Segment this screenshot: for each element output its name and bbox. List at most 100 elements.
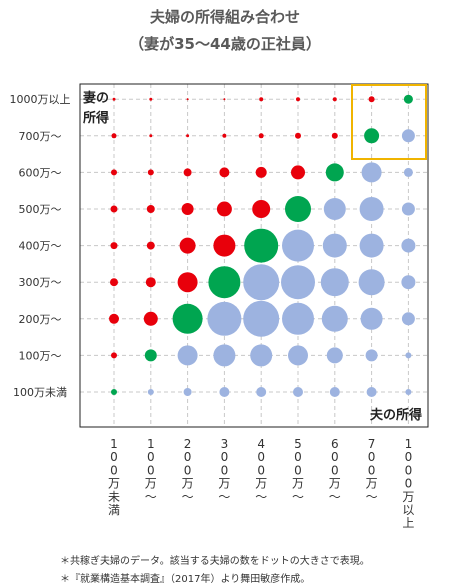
data-point [145, 277, 156, 288]
data-point [322, 233, 347, 258]
data-point [177, 345, 198, 366]
data-point [186, 98, 189, 101]
data-point [401, 312, 415, 326]
data-point [256, 387, 267, 397]
x-tick-label: 1 0 0 万未満 [108, 437, 120, 517]
x-tick-label: 2 0 0 万～ [182, 437, 194, 504]
data-point [223, 98, 226, 101]
footnote-1: ＊共稼ぎ夫婦のデータ。該当する夫婦の数をドットの大きさで表現。 [60, 556, 370, 567]
y-axis-tick-labels: 100万未満 100万～ 200万～ 300万～ 400万～ 500万～ 600万～ 700万… [10, 93, 71, 399]
chart-subtitle: （妻が35～44歳の正社員） [129, 35, 321, 53]
data-point [219, 387, 230, 397]
data-point [111, 389, 117, 395]
data-point [358, 269, 385, 296]
data-point [359, 233, 384, 258]
data-point [364, 128, 380, 144]
highlight-box [351, 84, 427, 160]
data-point [147, 169, 154, 176]
data-point [181, 203, 194, 215]
data-point [405, 352, 412, 359]
y-axis-label-line2: 所得 [83, 110, 109, 126]
data-point [146, 241, 155, 250]
x-axis-label: 夫の所得 [370, 407, 422, 423]
data-point [332, 97, 337, 102]
data-point [243, 300, 280, 337]
data-point [146, 205, 155, 213]
y-tick-label: 700万～ [19, 130, 62, 143]
data-point [109, 313, 119, 324]
data-point [323, 198, 346, 220]
footnote-2: ＊『就業構造基本調査』（2017年）より舞田敏彦作成。 [60, 574, 311, 585]
y-tick-label: 400万～ [19, 240, 62, 253]
data-point [281, 265, 315, 300]
data-point [295, 132, 301, 139]
data-point [250, 344, 273, 367]
data-point [331, 132, 338, 139]
data-point [401, 129, 415, 143]
data-point [177, 272, 198, 293]
data-point [110, 205, 118, 213]
data-point [258, 133, 264, 139]
data-point [243, 264, 280, 301]
data-point [255, 166, 267, 178]
data-point [208, 266, 241, 299]
data-point [216, 201, 232, 217]
data-point [219, 167, 230, 178]
y-tick-label: 300万～ [19, 276, 62, 289]
x-tick-label: 1 0 0 0 万以上 [402, 437, 414, 530]
data-point [293, 387, 303, 397]
data-point [259, 97, 264, 102]
data-point [244, 228, 279, 263]
data-point [143, 311, 158, 326]
data-point [172, 303, 203, 334]
data-point [282, 229, 314, 262]
data-point [149, 134, 153, 138]
data-point [329, 387, 340, 397]
data-point [111, 133, 117, 139]
x-tick-label: 4 0 0 万～ [255, 437, 267, 504]
data-point [186, 134, 190, 138]
plot-frame [79, 83, 429, 428]
data-point [321, 305, 348, 332]
data-point [144, 349, 157, 362]
data-point [403, 94, 413, 104]
data-point [405, 389, 412, 395]
data-point [401, 238, 416, 253]
data-point [401, 202, 415, 216]
data-point [222, 133, 227, 138]
data-point [213, 344, 236, 367]
data-point [325, 163, 344, 182]
data-point [365, 349, 378, 362]
data-point [110, 278, 118, 287]
data-point [359, 197, 384, 221]
x-tick-label: 7 0 0 万～ [366, 437, 378, 504]
y-tick-label: 100万～ [19, 349, 62, 362]
data-points [109, 94, 416, 397]
data-point [179, 237, 196, 254]
data-point [401, 275, 416, 290]
x-tick-label: 6 0 0 万～ [329, 437, 341, 504]
data-point [111, 352, 117, 359]
data-point [291, 165, 305, 180]
data-point [207, 301, 242, 336]
x-tick-label: 3 0 0 万～ [218, 437, 230, 504]
data-point [368, 96, 375, 103]
y-axis-label: 妻の [83, 90, 109, 106]
data-point [110, 242, 118, 250]
data-point [320, 268, 349, 297]
data-point [361, 162, 382, 183]
data-point [360, 307, 383, 330]
x-axis-tick-labels: 1 0 0 万未満 1 0 0 万～ 2 0 0 万～ 3 0 0 万～ 4 0 0 万～ 5 0 0 万～ 6 0 0 万～ 7 0 0 万… [108, 437, 414, 530]
data-point [111, 169, 117, 176]
y-tick-label: 500万～ [19, 203, 62, 216]
data-point [183, 168, 192, 177]
data-point [252, 200, 271, 218]
data-point [112, 97, 116, 101]
chart-title: 夫婦の所得組み合わせ [149, 8, 300, 26]
data-point [403, 167, 413, 177]
x-tick-label: 1 0 0 万～ [145, 437, 157, 504]
y-tick-label: 100万未満 [13, 386, 67, 399]
data-point [282, 302, 314, 335]
data-point [285, 196, 311, 222]
